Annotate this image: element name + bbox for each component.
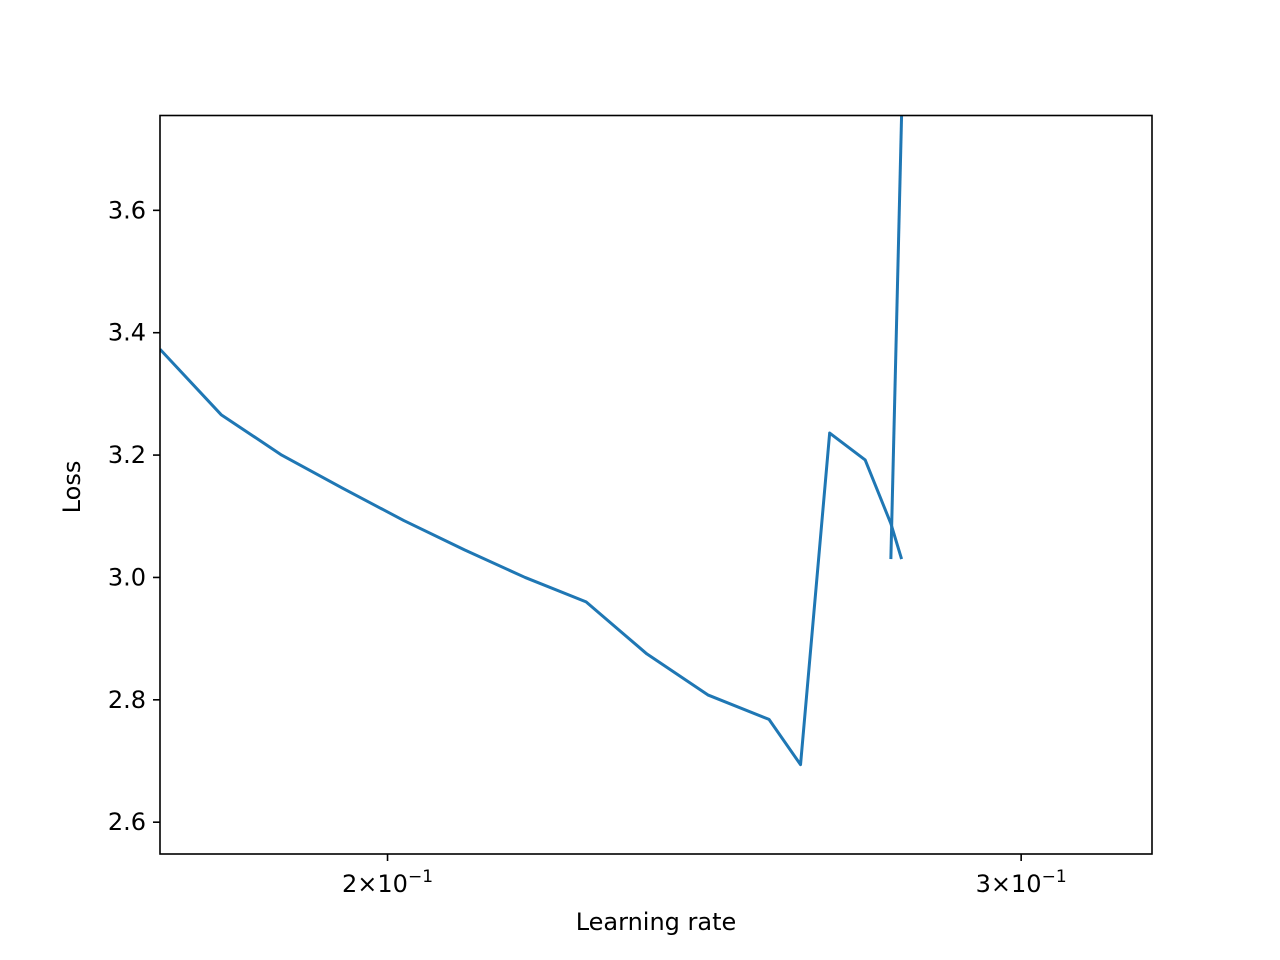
y-axis-ticks: 2.6 2.8 3.0 3.2 3.4 3.6: [108, 196, 160, 836]
series-line-1: [889, 115, 904, 560]
y-axis-label: Loss: [58, 461, 86, 514]
y-tick-label: 2.6: [108, 808, 146, 836]
x-tick-label: 3×10−1: [976, 867, 1067, 898]
y-tick-label: 3.2: [108, 441, 146, 469]
axes-frame: [159, 114, 1153, 855]
x-axis-ticks: 2×10−1 3×10−1: [342, 854, 1067, 898]
x-axis-label: Learning rate: [576, 908, 737, 936]
series-line-0: [160, 348, 904, 767]
x-tick-label: 2×10−1: [342, 867, 433, 898]
y-tick-label: 3.6: [108, 196, 146, 224]
plot-area: [160, 115, 904, 767]
y-tick-label: 3.4: [108, 319, 146, 347]
y-tick-label: 2.8: [108, 686, 146, 714]
y-tick-label: 3.0: [108, 563, 146, 591]
